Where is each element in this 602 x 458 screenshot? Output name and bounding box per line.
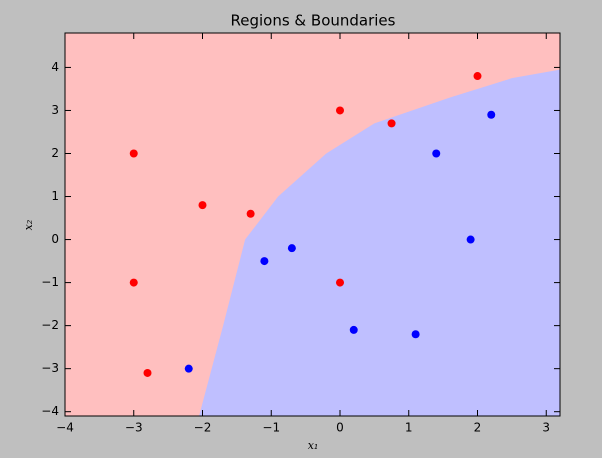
point — [349, 325, 358, 334]
point — [487, 110, 496, 119]
y-tick-label: 1 — [51, 189, 59, 203]
point — [287, 244, 296, 253]
point — [129, 278, 138, 287]
chart-title: Regions & Boundaries — [231, 12, 396, 30]
point — [260, 257, 269, 266]
y-tick-label: 3 — [51, 103, 59, 117]
x-axis-label: x₁ — [308, 439, 319, 452]
x-tick-label: −2 — [194, 421, 212, 435]
point — [411, 330, 420, 339]
point — [143, 368, 152, 377]
y-tick-label: −1 — [41, 275, 59, 289]
point — [387, 119, 396, 128]
point — [473, 72, 482, 81]
point — [336, 106, 344, 115]
x-tick-label: 1 — [405, 421, 413, 435]
point — [184, 364, 193, 373]
lower-region — [199, 69, 560, 417]
y-tick-label: 2 — [51, 146, 59, 160]
point — [432, 149, 441, 158]
x-tick-label: 0 — [336, 421, 344, 435]
point — [466, 235, 475, 244]
x-tick-label: −4 — [56, 421, 74, 435]
point — [336, 278, 344, 287]
y-tick-label: −3 — [41, 361, 59, 375]
y-tick-label: 4 — [51, 60, 59, 74]
y-tick-label: −4 — [41, 404, 59, 418]
y-tick-label: −2 — [41, 318, 59, 332]
point — [246, 209, 255, 218]
x-tick-label: −1 — [262, 421, 280, 435]
y-axis-label: x₂ — [22, 220, 35, 231]
point — [198, 201, 207, 210]
x-tick-label: 3 — [542, 421, 550, 435]
x-tick-label: −3 — [125, 421, 143, 435]
point — [129, 149, 138, 158]
plot-frame — [64, 32, 561, 417]
x-tick-label: 2 — [474, 421, 482, 435]
y-tick-label: 0 — [51, 232, 59, 246]
